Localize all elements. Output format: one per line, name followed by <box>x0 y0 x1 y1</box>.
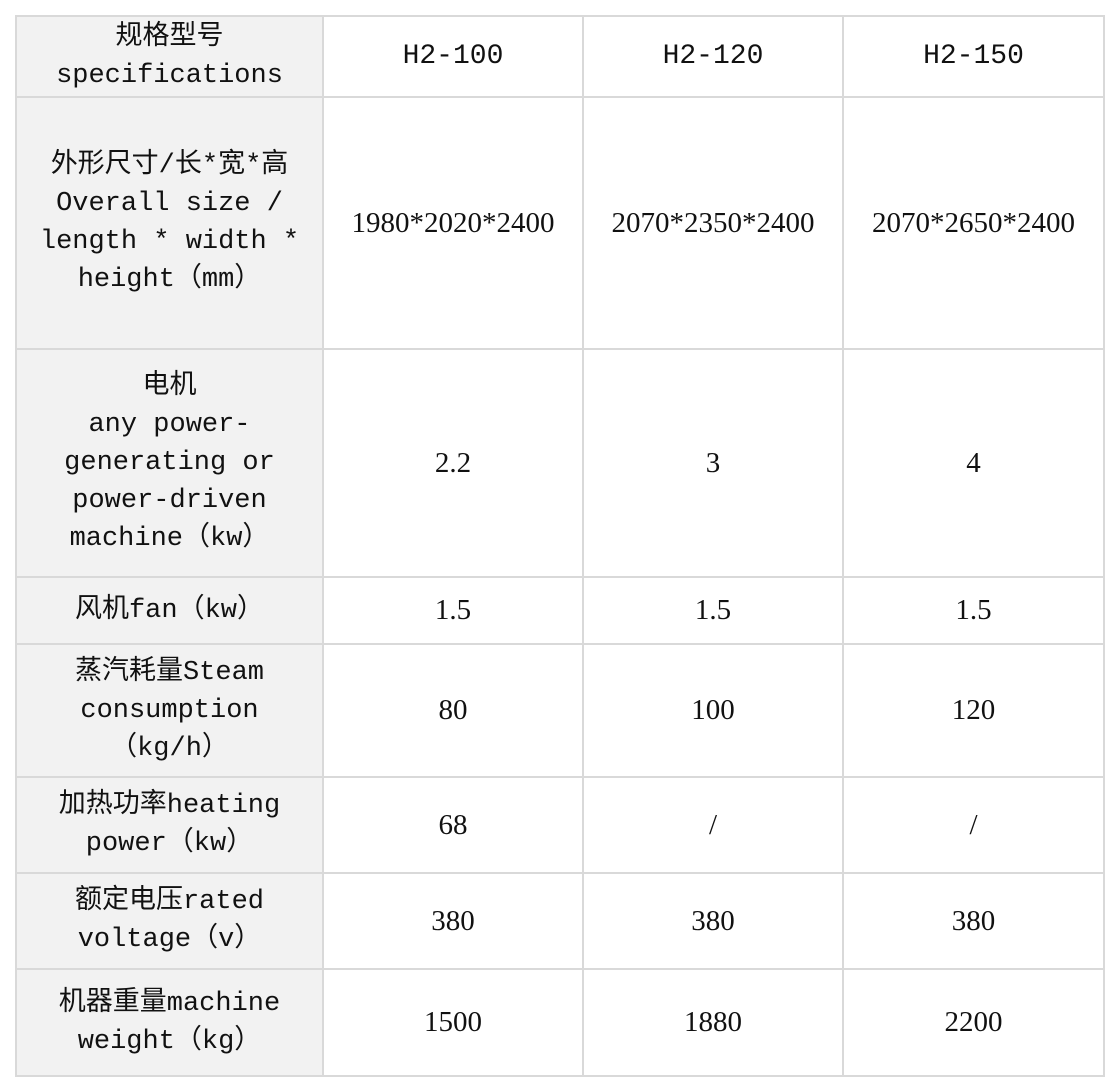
row-label: 机器重量machine weight（kg） <box>15 968 324 1077</box>
table-row: 风机fan（kw） 1.5 1.5 1.5 <box>15 576 1105 645</box>
cell-value: 380 <box>322 872 584 970</box>
row-label: 电机 any power- generating or power-driven… <box>15 348 324 578</box>
cell-value: 2.2 <box>322 348 584 578</box>
cell-value: 1.5 <box>582 576 844 645</box>
cell-value: 380 <box>582 872 844 970</box>
table-row: 额定电压rated voltage（v） 380 380 380 <box>15 872 1105 970</box>
cell-value: 80 <box>322 643 584 778</box>
cell-value: 380 <box>842 872 1105 970</box>
row-label: 外形尺寸/长*宽*高 Overall size / length * width… <box>15 96 324 350</box>
cell-value: 3 <box>582 348 844 578</box>
cell-value: / <box>842 776 1105 874</box>
model-header: H2-150 <box>842 15 1105 98</box>
table-row: 电机 any power- generating or power-driven… <box>15 348 1105 578</box>
header-row: 规格型号 specifications H2-100 H2-120 H2-150 <box>15 15 1105 98</box>
model-header: H2-100 <box>322 15 584 98</box>
cell-value: / <box>582 776 844 874</box>
table-row: 加热功率heating power（kw） 68 / / <box>15 776 1105 874</box>
header-label: 规格型号 specifications <box>15 15 324 98</box>
row-label: 风机fan（kw） <box>15 576 324 645</box>
cell-value: 1880 <box>582 968 844 1077</box>
cell-value: 4 <box>842 348 1105 578</box>
cell-value: 2200 <box>842 968 1105 1077</box>
table-row: 机器重量machine weight（kg） 1500 1880 2200 <box>15 968 1105 1077</box>
cell-value: 1.5 <box>842 576 1105 645</box>
cell-value: 1980*2020*2400 <box>322 96 584 350</box>
model-header: H2-120 <box>582 15 844 98</box>
cell-value: 1.5 <box>322 576 584 645</box>
cell-value: 1500 <box>322 968 584 1077</box>
table-row: 外形尺寸/长*宽*高 Overall size / length * width… <box>15 96 1105 350</box>
cell-value: 2070*2650*2400 <box>842 96 1105 350</box>
cell-value: 100 <box>582 643 844 778</box>
row-label: 蒸汽耗量Steam consumption （kg/h） <box>15 643 324 778</box>
cell-value: 120 <box>842 643 1105 778</box>
table-row: 蒸汽耗量Steam consumption （kg/h） 80 100 120 <box>15 643 1105 778</box>
row-label: 加热功率heating power（kw） <box>15 776 324 874</box>
specifications-table: 规格型号 specifications H2-100 H2-120 H2-150… <box>15 15 1105 1077</box>
cell-value: 68 <box>322 776 584 874</box>
row-label: 额定电压rated voltage（v） <box>15 872 324 970</box>
cell-value: 2070*2350*2400 <box>582 96 844 350</box>
